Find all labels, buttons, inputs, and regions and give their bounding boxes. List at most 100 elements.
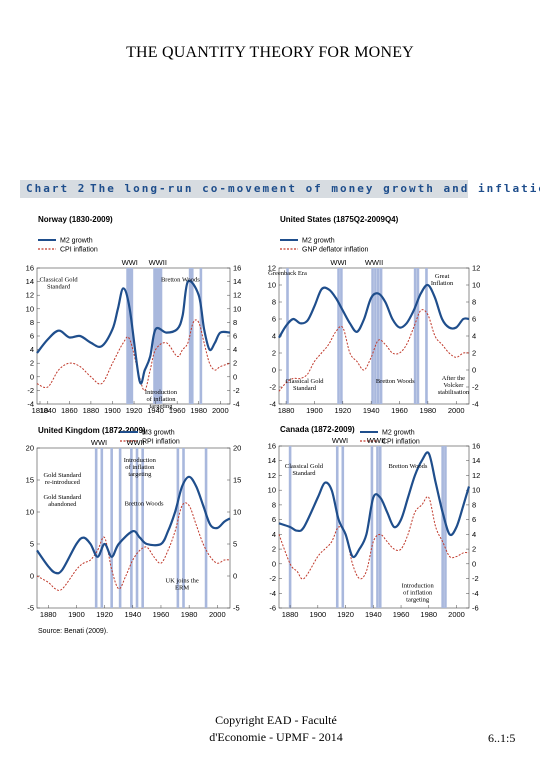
panel-title: Norway (1830-2009) <box>38 215 113 224</box>
y-tick-label-left: 6 <box>272 315 276 324</box>
x-tick-label: 1880 <box>278 406 295 415</box>
annotation-line: abandoned <box>48 501 77 508</box>
y-tick-label-left: 0 <box>30 572 34 581</box>
series-line-inflation <box>36 319 231 391</box>
x-tick-label: 1900 <box>306 406 323 415</box>
y-tick-label-left: -2 <box>27 386 34 395</box>
annotation-line: Introduction <box>402 582 435 589</box>
period-band <box>444 446 447 608</box>
war-label: WWI <box>91 438 107 447</box>
y-tick-label-right: -6 <box>472 604 479 613</box>
period-band <box>286 268 289 404</box>
annotation-line: Standard <box>292 470 316 477</box>
y-tick-label-left: 0 <box>30 372 34 381</box>
y-tick-label-right: 10 <box>472 281 480 290</box>
annotation: Classical Gold Standard <box>285 378 324 392</box>
y-tick-label-right: 6 <box>233 332 237 341</box>
annotation-line: targeting <box>149 403 173 410</box>
y-tick-label-left: -2 <box>269 383 276 392</box>
y-tick-label-left: 14 <box>268 456 276 465</box>
x-tick-label: 1980 <box>420 610 437 619</box>
annotation: Introduction of inflation targeting <box>402 582 435 603</box>
y-tick-label-left: 16 <box>26 264 34 273</box>
series-line-inflation <box>36 502 231 591</box>
series-line-inflation <box>278 496 470 580</box>
annotation: After the Volcker stabilisation <box>438 375 470 396</box>
annotation-line: targeting <box>406 596 430 603</box>
x-tick-label: 1960 <box>169 406 186 415</box>
war-label: WWI <box>330 258 346 267</box>
war-label: WWI <box>122 258 138 267</box>
y-tick-label-left: -4 <box>269 400 276 409</box>
y-tick-label-left: -2 <box>269 574 276 583</box>
annotation-line: of inflation <box>146 396 176 403</box>
annotation-line: Great <box>435 273 450 280</box>
y-tick-label-right: -4 <box>472 589 479 598</box>
period-band <box>190 268 194 404</box>
y-tick-label-right: -5 <box>233 604 240 613</box>
annotation: Classical Gold Standard <box>40 277 79 291</box>
period-band <box>376 268 380 404</box>
y-tick-label-left: 4 <box>272 332 276 341</box>
period-band <box>441 446 444 608</box>
y-tick-label-right: 5 <box>233 540 237 549</box>
y-tick-label-left: -4 <box>27 400 34 409</box>
legend-label-inflation: RPI inflation <box>142 439 180 446</box>
annotation: Classical Gold Standard <box>285 463 324 477</box>
annotation-line: stabilisation <box>438 389 470 396</box>
footer: Copyright EAD - Faculté d'Economie - UPM… <box>176 712 376 746</box>
annotation-line: UK joins the <box>165 577 198 584</box>
x-tick-label: 1940 <box>124 610 141 619</box>
y-tick-label-left: 12 <box>268 471 276 480</box>
x-tick-label: 1940 <box>365 610 382 619</box>
period-band <box>337 268 340 404</box>
x-tick-label: 2000 <box>209 610 226 619</box>
period-band <box>374 268 377 404</box>
period-band <box>376 446 379 608</box>
annotation-line: Introduction <box>145 389 178 396</box>
x-tick-label: 1880 <box>282 610 299 619</box>
period-band <box>413 268 417 404</box>
y-tick-label-left: 2 <box>30 359 34 368</box>
period-band <box>425 268 428 404</box>
legend-label-inflation: CPI inflation <box>60 247 98 254</box>
annotation-line: Standard <box>293 385 317 392</box>
annotation: Greenback Era <box>268 270 307 277</box>
chart-header: Chart 2 The long-run co-movement of mone… <box>20 180 540 198</box>
plot-frame <box>278 267 470 405</box>
period-band <box>141 448 144 608</box>
y-tick-label-left: 8 <box>30 318 34 327</box>
x-tick-label: 1920 <box>96 610 113 619</box>
x-tick-label: 1900 <box>68 610 85 619</box>
y-tick-label-right: 4 <box>472 332 476 341</box>
period-band <box>118 448 122 608</box>
y-tick-label-left: 12 <box>268 264 276 273</box>
period-band <box>416 268 420 404</box>
y-tick-label-right: 12 <box>472 264 480 273</box>
annotation-line: Bretton Woods <box>161 277 200 284</box>
series-line-money <box>278 451 471 559</box>
period-band <box>204 448 208 608</box>
panel-title: United States (1875Q2-2009Q4) <box>280 215 399 224</box>
period-band <box>130 268 134 404</box>
y-tick-label-left: 16 <box>268 442 276 451</box>
y-tick-label-left: 10 <box>268 281 276 290</box>
period-band <box>182 448 185 608</box>
y-tick-label-right: 16 <box>472 442 480 451</box>
y-tick-label-right: 2 <box>233 359 237 368</box>
x-tick-label: 1960 <box>393 610 410 619</box>
y-tick-label-left: 15 <box>26 476 34 485</box>
page-number: 6..1:5 <box>488 731 516 745</box>
period-band <box>130 448 133 608</box>
annotation-line: Volcker <box>443 382 464 389</box>
y-tick-label-right: 0 <box>233 572 237 581</box>
annotation-line: Inflation <box>431 280 454 287</box>
y-tick-label-left: -4 <box>269 589 276 598</box>
footer-line-2: d'Economie - UPMF - 2014 <box>209 730 343 744</box>
y-tick-label-right: 8 <box>233 318 237 327</box>
x-tick-label: 1810 <box>32 406 49 415</box>
series-line-money <box>36 475 231 575</box>
annotation: Bretton Woods <box>376 378 415 385</box>
period-band <box>159 268 163 404</box>
x-tick-label: 1880 <box>40 610 57 619</box>
